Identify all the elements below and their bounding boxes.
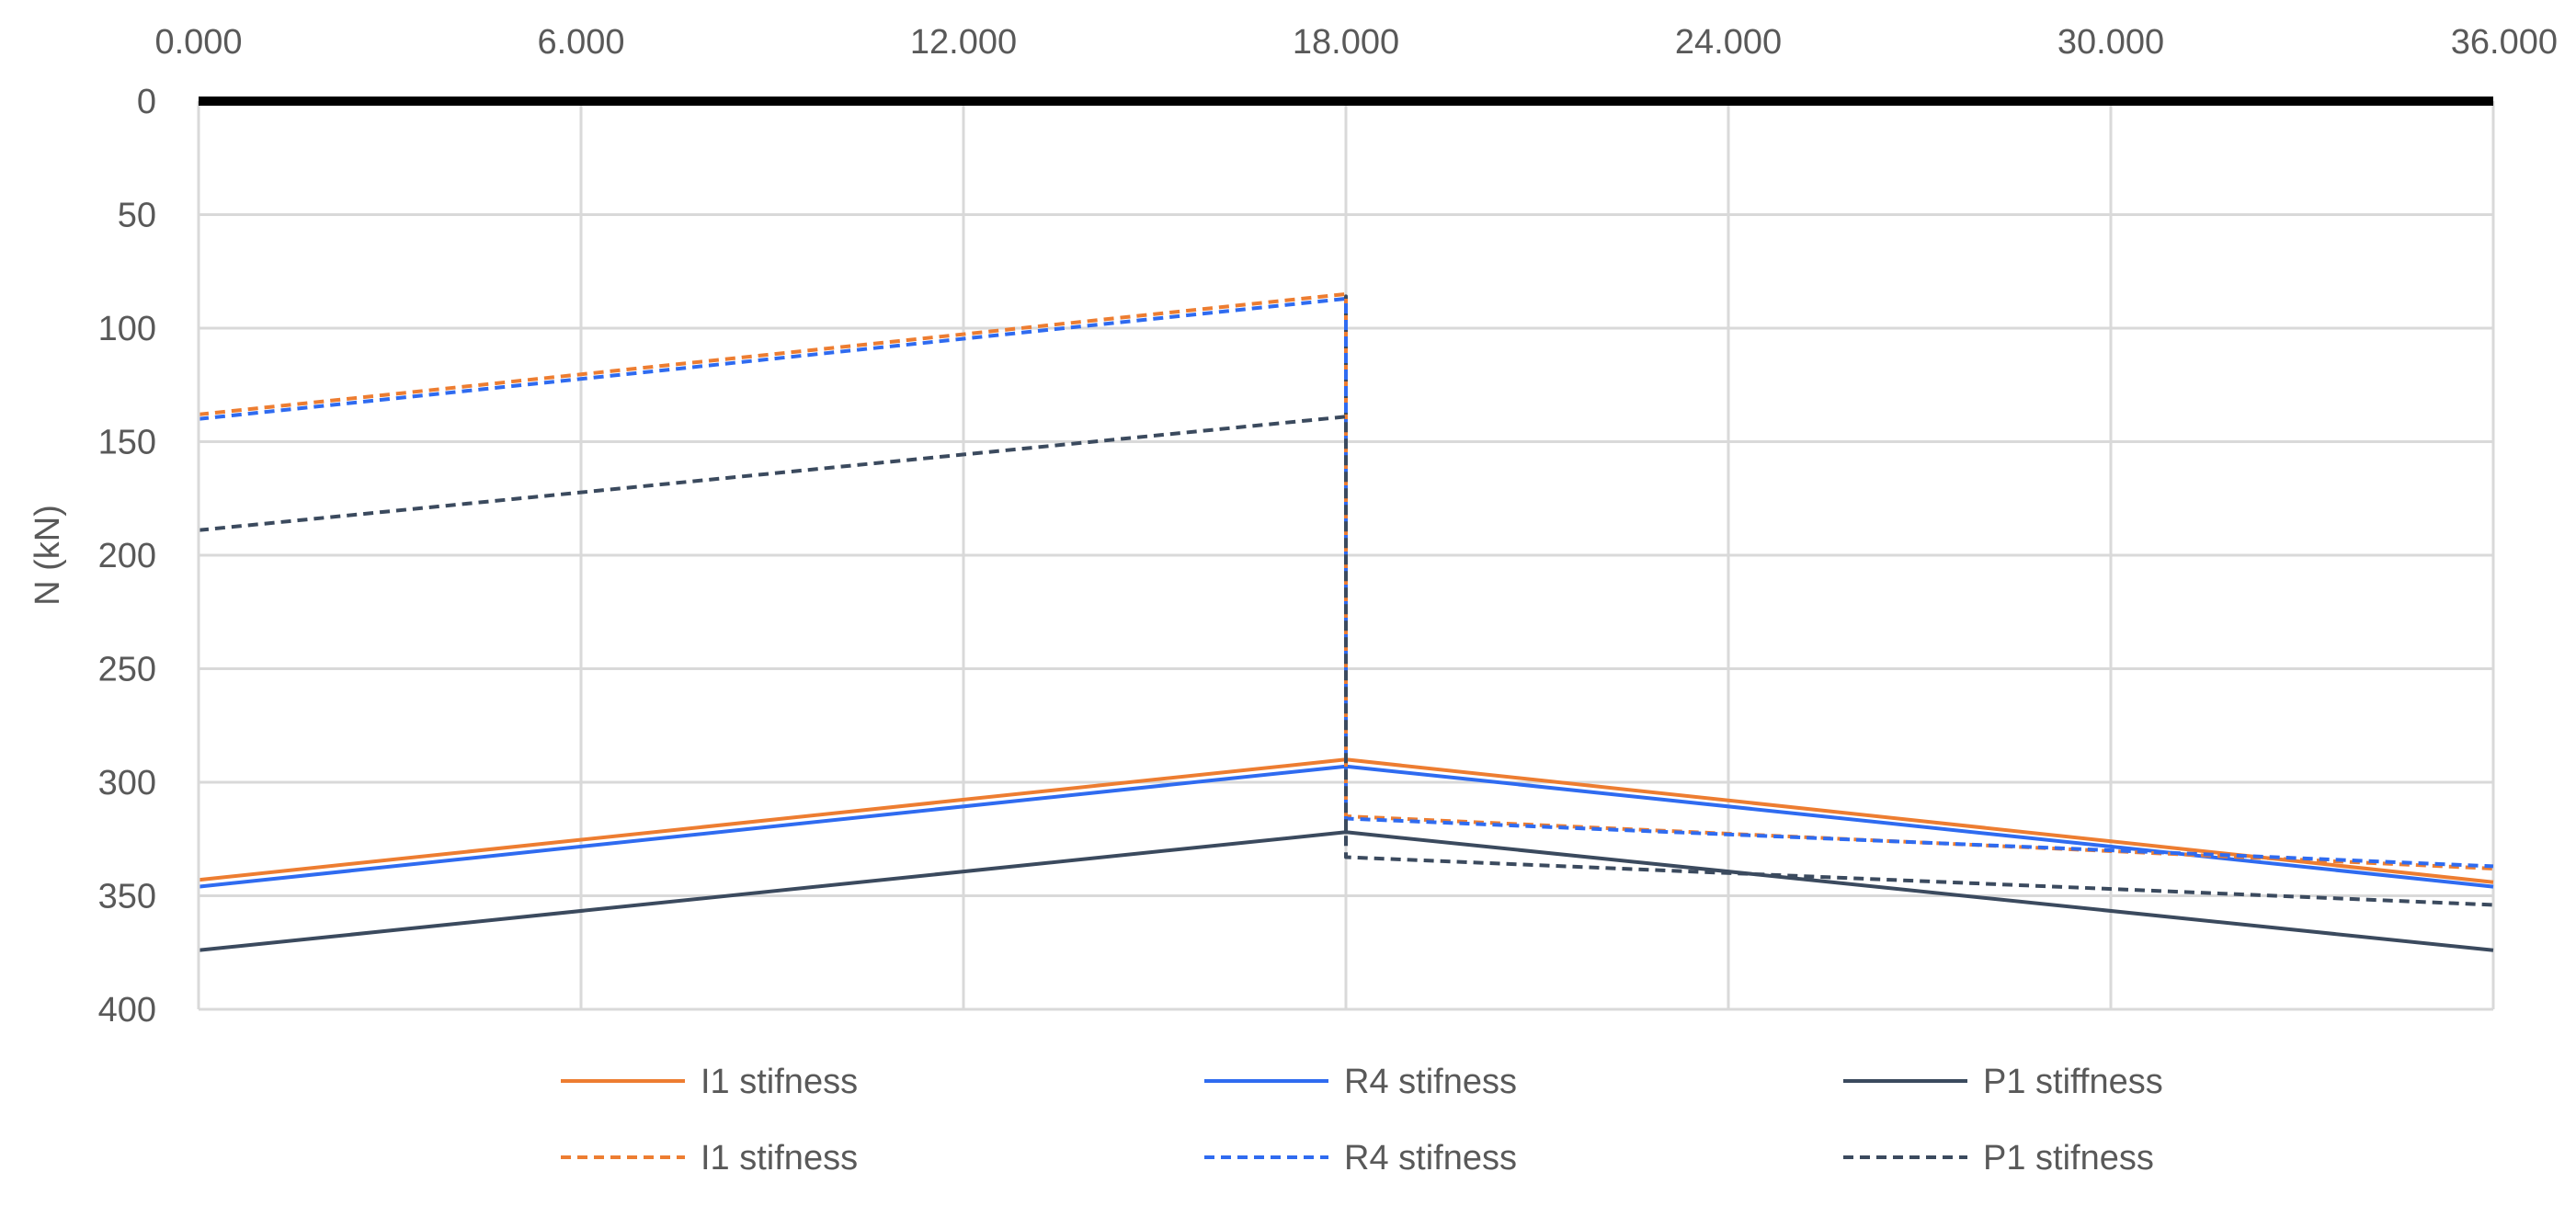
y-tick-label: 300 [98,764,156,802]
y-tick-label: 250 [98,651,156,689]
x-tick-label: 6.000 [537,23,624,62]
axes: 0 50 100 150 200 250 300 350 400 0.000 6.000 12.000… [28,23,2558,1030]
legend: I1 stifness R4 stifness P1 stiffness I1 sti… [561,1063,2163,1178]
y-tick-label: 400 [98,991,156,1030]
y-tick-label: 50 [118,197,156,235]
x-tick-label: 24.000 [1675,23,1782,62]
y-tick-label: 200 [98,537,156,575]
legend-label: R4 stifness [1344,1063,1517,1101]
y-tick-label: 350 [98,878,156,916]
legend-label: I1 stifness [701,1139,858,1178]
legend-label: P1 stifness [1983,1139,2154,1178]
y-axis-title: N (kN) [28,505,67,606]
x-tick-label: 36.000 [2451,23,2558,62]
legend-label: P1 stiffness [1983,1063,2163,1101]
y-tick-label: 100 [98,310,156,348]
legend-label: I1 stifness [701,1063,858,1101]
y-tick-label: 150 [98,424,156,462]
y-tick-label: 0 [137,83,156,121]
x-tick-label: 12.000 [910,23,1017,62]
x-tick-label: 30.000 [2057,23,2164,62]
legend-label: R4 stifness [1344,1139,1517,1178]
series-lines [198,291,2494,952]
x-tick-label: 18.000 [1293,23,1399,62]
x-tick-label: 0.000 [154,23,242,62]
